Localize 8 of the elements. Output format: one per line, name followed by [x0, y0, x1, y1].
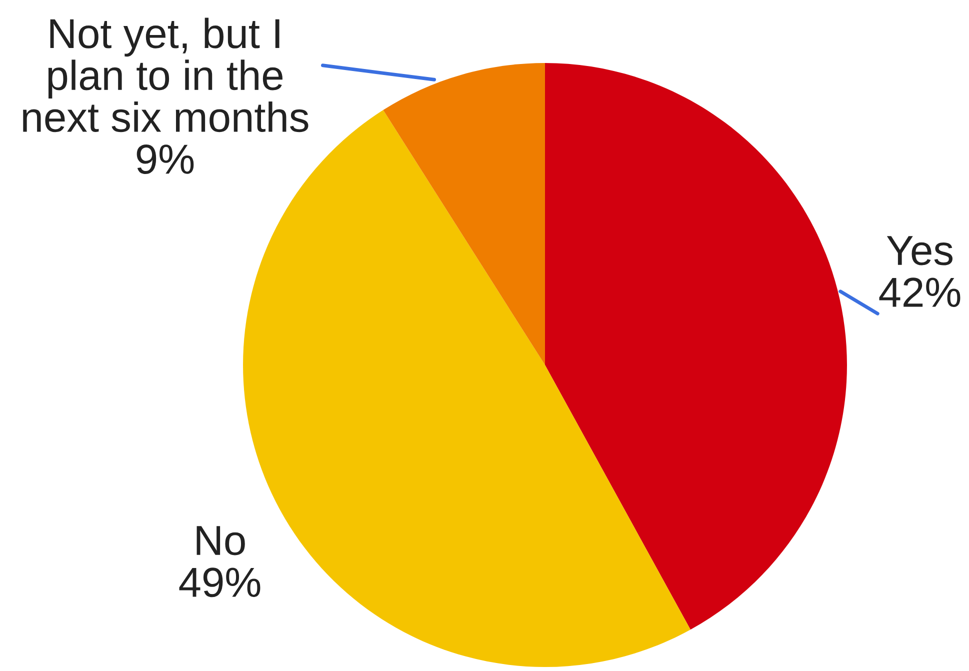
- data-label: 49%: [179, 568, 260, 598]
- slice-label: Yes: [886, 236, 952, 266]
- slice-label: Not yet, but I plan to in the next six months: [23, 18, 308, 132]
- pie-slice: [383, 63, 545, 365]
- data-label: 42%: [879, 278, 960, 307]
- slice-label: No: [196, 526, 245, 556]
- pie-slice: [545, 63, 847, 630]
- data-label: 9%: [136, 144, 194, 174]
